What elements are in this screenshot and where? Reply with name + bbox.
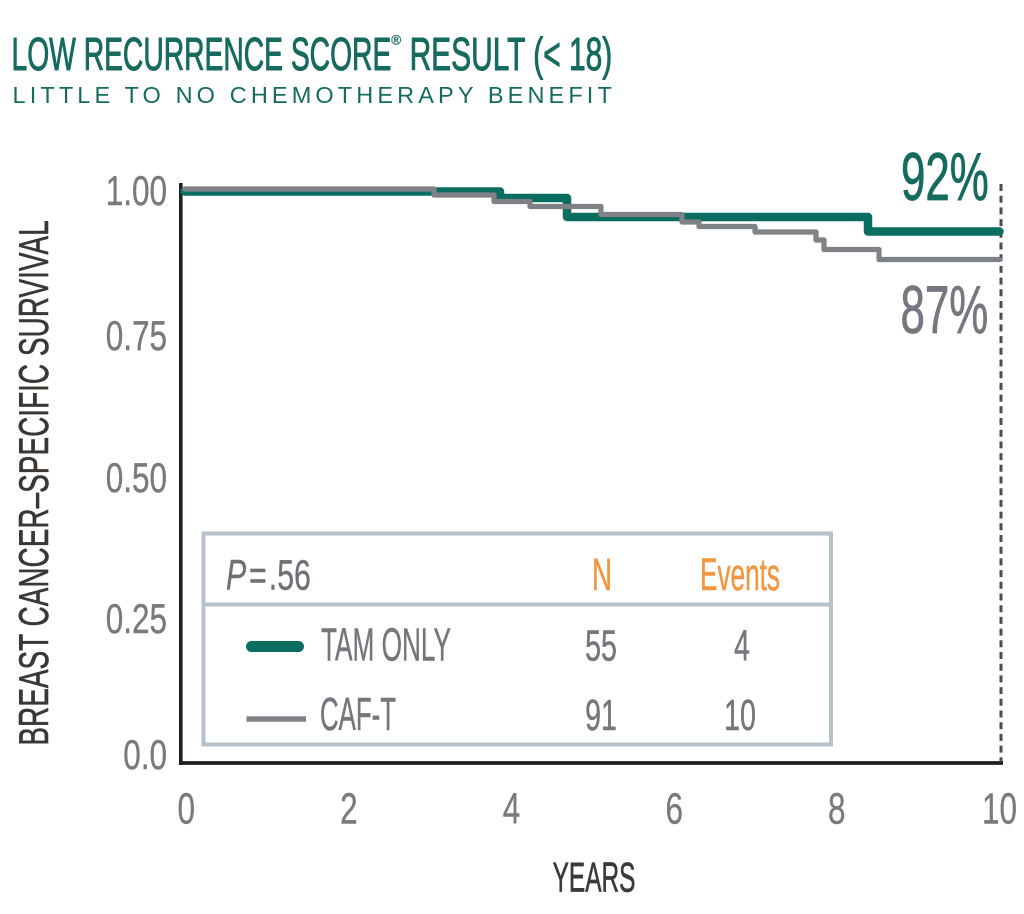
svg-text:55: 55	[585, 620, 617, 670]
svg-text:87%: 87%	[901, 272, 989, 348]
svg-text:Events: Events	[700, 550, 780, 600]
svg-text:92%: 92%	[901, 139, 989, 215]
svg-text:1.00: 1.00	[106, 167, 167, 215]
svg-text:LITTLE TO NO CHEMOTHERAPY BENE: LITTLE TO NO CHEMOTHERAPY BENEFIT	[13, 82, 616, 108]
svg-text:LOW RECURRENCE SCORE® RESULT (: LOW RECURRENCE SCORE® RESULT (< 18)	[12, 28, 613, 80]
svg-text:91: 91	[585, 690, 617, 740]
svg-text:0.0: 0.0	[123, 731, 167, 779]
svg-text:0.50: 0.50	[106, 454, 167, 502]
svg-text:CAF-T: CAF-T	[320, 688, 396, 740]
svg-text:6: 6	[665, 784, 682, 833]
svg-text:4: 4	[503, 784, 520, 833]
svg-text:10: 10	[724, 690, 756, 740]
svg-text:10: 10	[982, 784, 1017, 833]
svg-text:0.75: 0.75	[106, 312, 167, 360]
svg-text:N: N	[592, 549, 612, 600]
svg-text:P=.56: P=.56	[226, 550, 311, 599]
svg-text:4: 4	[734, 620, 750, 670]
svg-text:BREAST CANCER–SPECIFIC SURVIVA: BREAST CANCER–SPECIFIC SURVIVAL	[10, 220, 57, 745]
svg-text:0.25: 0.25	[106, 595, 167, 643]
svg-text:0: 0	[177, 784, 194, 833]
svg-text:YEARS: YEARS	[553, 855, 636, 901]
svg-text:8: 8	[828, 784, 845, 833]
svg-text:2: 2	[340, 784, 357, 833]
svg-text:TAM ONLY: TAM ONLY	[321, 619, 451, 671]
